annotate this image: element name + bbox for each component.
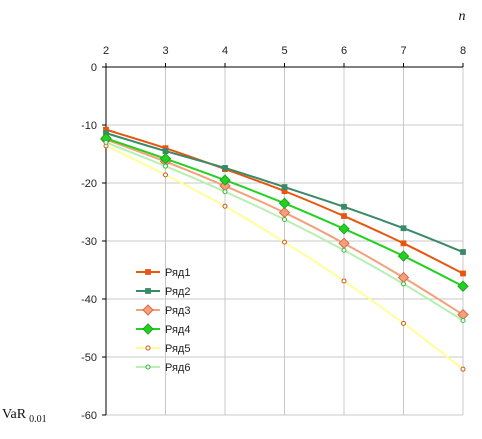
legend-item: Ряд1 (136, 267, 190, 279)
data-point (163, 172, 168, 178)
legend-label: Ряд5 (165, 343, 190, 355)
data-point (341, 278, 347, 284)
x-tick-label: 2 (103, 45, 109, 57)
y-tick-label: -40 (81, 294, 97, 306)
x-tick-label: 8 (460, 45, 466, 57)
data-point (338, 223, 350, 235)
legend-swatch-marker (145, 345, 151, 351)
x-tick-label: 4 (222, 45, 228, 57)
data-point (401, 320, 406, 326)
y-tick-label: 0 (91, 62, 97, 74)
legend-item: Ряд5 (136, 343, 190, 355)
legend-label: Ряд2 (165, 286, 190, 298)
y-axis-title-subscript: 0.01 (29, 414, 47, 425)
data-point (401, 281, 406, 287)
legend: Ряд1 Ряд2 Ряд3 Ряд4 Ряд5 Ряд6 (136, 267, 190, 374)
series-5 (103, 143, 466, 372)
legend-item: Ряд4 (136, 323, 190, 336)
legend-item: Ряд3 (136, 304, 190, 317)
y-tick-label: -60 (81, 410, 97, 422)
x-tick-label: 3 (162, 45, 168, 57)
x-axis-title: n (459, 9, 466, 24)
data-point (222, 189, 228, 195)
y-axis-title: VaR 0.01 (2, 407, 47, 425)
y-axis-title-main: VaR (2, 407, 27, 422)
y-tick-label: -10 (81, 120, 97, 132)
data-point (397, 250, 410, 262)
data-point (460, 270, 466, 277)
x-tick-label: 5 (281, 45, 287, 57)
series-group (100, 126, 469, 372)
series-6 (103, 139, 466, 323)
data-point (460, 366, 466, 372)
data-point (219, 174, 231, 186)
series-4 (100, 132, 469, 292)
legend-swatch-marker (142, 323, 154, 335)
data-point (460, 317, 466, 323)
data-point (159, 152, 172, 165)
legend-swatch-marker (145, 269, 151, 275)
data-point (282, 239, 287, 245)
legend-label: Ряд4 (165, 324, 190, 336)
y-tick-label: -20 (81, 178, 97, 190)
legend-label: Ряд3 (165, 305, 190, 317)
data-point (400, 225, 407, 232)
legend-item: Ряд6 (136, 362, 190, 374)
data-point (278, 197, 291, 210)
x-tick-label: 7 (400, 45, 406, 57)
data-point (222, 165, 228, 171)
data-point (163, 163, 168, 169)
data-point (400, 240, 407, 247)
legend-swatch-marker (145, 364, 151, 370)
data-point (281, 184, 288, 190)
x-tick-label: 6 (341, 45, 347, 57)
axes: 2 3 4 5 6 7 8 0 -10 -20 -30 -40 -50 -60 (81, 45, 466, 422)
data-point (341, 203, 347, 210)
data-point (341, 213, 347, 219)
legend-item: Ряд2 (136, 286, 190, 298)
data-point (341, 247, 347, 253)
legend-swatch-marker (142, 304, 154, 316)
data-point (457, 280, 469, 292)
data-point (282, 217, 287, 223)
legend-swatch-marker (145, 288, 151, 294)
y-tick-label: -50 (81, 352, 97, 364)
y-tick-label: -30 (81, 236, 97, 248)
data-point (162, 148, 169, 155)
data-point (103, 139, 109, 145)
legend-label: Ряд1 (165, 267, 190, 279)
data-point (460, 249, 466, 255)
data-point (222, 203, 228, 209)
legend-label: Ряд6 (165, 362, 190, 374)
